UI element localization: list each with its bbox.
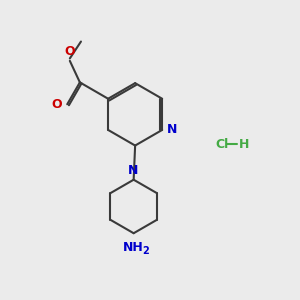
Text: O: O <box>64 46 75 59</box>
Text: NH: NH <box>123 241 144 254</box>
Text: N: N <box>167 123 177 136</box>
Text: H: H <box>238 138 249 151</box>
Text: 2: 2 <box>142 246 149 256</box>
Text: N: N <box>128 164 138 177</box>
Text: O: O <box>51 98 62 111</box>
Text: Cl: Cl <box>215 138 229 151</box>
